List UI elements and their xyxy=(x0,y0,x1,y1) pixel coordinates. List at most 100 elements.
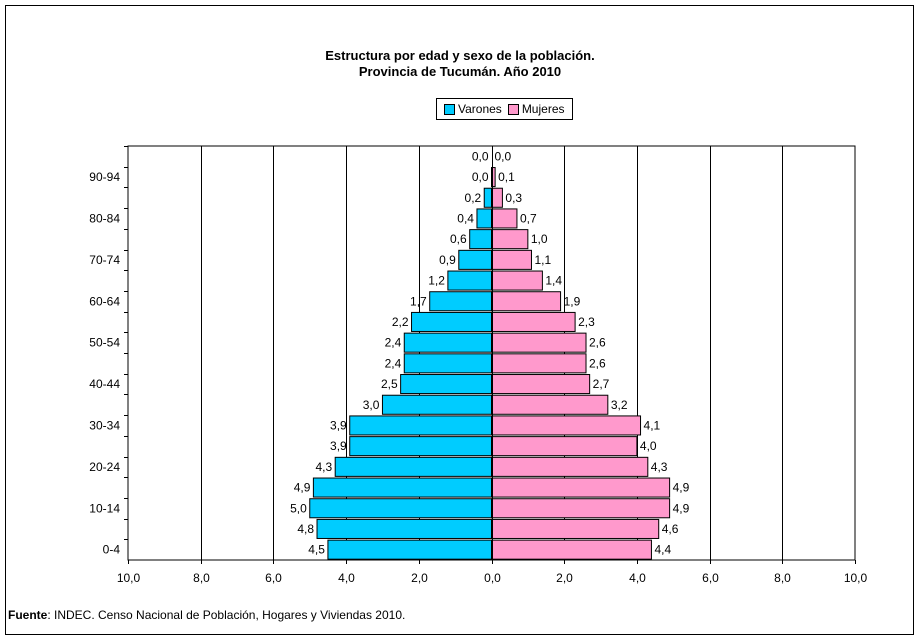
legend-item-varones: Varones xyxy=(444,102,502,116)
legend-item-mujeres: Mujeres xyxy=(507,102,565,116)
data-label-varones: 4,3 xyxy=(316,460,333,474)
data-label-mujeres: 1,1 xyxy=(534,253,551,267)
y-tick-label: 20-24 xyxy=(89,460,120,474)
x-tick-label: 6,0 xyxy=(265,571,282,585)
bar-mujeres xyxy=(491,167,496,188)
x-tick-label: 8,0 xyxy=(774,571,791,585)
data-label-mujeres: 2,6 xyxy=(589,356,606,370)
data-label-mujeres: 3,2 xyxy=(611,398,628,412)
data-label-varones: 4,8 xyxy=(297,522,314,536)
source-note: Fuente: INDEC. Censo Nacional de Poblaci… xyxy=(8,608,405,622)
bar-mujeres xyxy=(491,291,562,312)
data-label-varones: 1,2 xyxy=(428,274,445,288)
x-tick-label: 4,0 xyxy=(629,571,646,585)
data-label-varones: 4,5 xyxy=(308,543,325,557)
bar-varones xyxy=(349,415,492,436)
data-label-varones: 0,6 xyxy=(450,232,467,246)
plot-area xyxy=(127,145,856,561)
data-label-varones: 0,4 xyxy=(457,211,474,225)
y-tick-label: 60-64 xyxy=(89,294,120,308)
data-label-varones: 3,0 xyxy=(363,398,380,412)
bar-mujeres xyxy=(491,436,638,457)
data-label-varones: 2,2 xyxy=(392,315,409,329)
bar-mujeres xyxy=(491,374,591,395)
data-label-mujeres: 1,9 xyxy=(564,294,581,308)
data-label-mujeres: 4,1 xyxy=(644,418,661,432)
data-label-mujeres: 4,6 xyxy=(662,522,679,536)
bar-mujeres xyxy=(491,270,543,291)
data-label-varones: 0,2 xyxy=(465,191,482,205)
y-tick-label: 50-54 xyxy=(89,336,120,350)
bar-varones xyxy=(476,208,492,229)
y-tick-label: 90-94 xyxy=(89,170,120,184)
bar-mujeres xyxy=(491,332,587,353)
data-label-mujeres: 4,9 xyxy=(673,501,690,515)
legend-swatch-varones xyxy=(444,103,455,115)
bar-mujeres xyxy=(491,208,518,229)
legend-swatch-mujeres xyxy=(507,103,519,115)
bar-varones xyxy=(403,353,493,374)
data-label-mujeres: 0,0 xyxy=(495,149,512,163)
data-label-mujeres: 0,7 xyxy=(520,211,537,225)
source-label: Fuente xyxy=(8,608,48,622)
data-label-mujeres: 2,6 xyxy=(589,336,606,350)
bar-varones xyxy=(429,291,492,312)
bar-varones xyxy=(334,456,492,477)
bar-mujeres xyxy=(491,415,642,436)
legend: Varones Mujeres xyxy=(436,98,573,120)
bar-mujeres xyxy=(491,394,609,415)
legend-label-varones: Varones xyxy=(458,102,502,116)
y-tick-label: 10-14 xyxy=(89,501,120,515)
bar-varones xyxy=(458,249,493,270)
bar-mujeres xyxy=(491,539,652,560)
data-label-varones: 0,9 xyxy=(439,253,456,267)
x-tick-label: 2,0 xyxy=(411,571,428,585)
bar-varones xyxy=(312,477,493,498)
y-tick-label: 40-44 xyxy=(89,377,120,391)
x-tick-label: 6,0 xyxy=(702,571,719,585)
data-label-varones: 2,4 xyxy=(385,356,402,370)
bar-varones xyxy=(349,436,492,457)
title-line-2: Provincia de Tucumán. Año 2010 xyxy=(358,64,562,79)
x-tick-label: 10,0 xyxy=(117,571,141,585)
data-label-varones: 1,7 xyxy=(410,294,427,308)
bar-varones xyxy=(316,518,492,539)
x-tick-label: 8,0 xyxy=(193,571,210,585)
data-label-mujeres: 4,3 xyxy=(651,460,668,474)
data-label-mujeres: 1,4 xyxy=(545,274,562,288)
bar-varones xyxy=(327,539,492,560)
data-label-mujeres: 4,0 xyxy=(640,439,657,453)
source-text: : INDEC. Censo Nacional de Población, Ho… xyxy=(47,608,406,622)
data-label-varones: 3,9 xyxy=(330,418,347,432)
chart-title: Estructura por edad y sexo de la poblaci… xyxy=(0,48,920,80)
data-label-mujeres: 2,3 xyxy=(578,315,595,329)
data-label-mujeres: 4,4 xyxy=(654,543,671,557)
bar-mujeres xyxy=(491,249,532,270)
bar-varones xyxy=(483,187,493,208)
data-label-mujeres: 2,7 xyxy=(593,377,610,391)
data-label-varones: 4,9 xyxy=(294,481,311,495)
x-tick-label: 4,0 xyxy=(338,571,355,585)
bar-varones xyxy=(309,498,492,519)
y-tick-label: 70-74 xyxy=(89,253,120,267)
bar-mujeres xyxy=(491,353,587,374)
bar-mujeres xyxy=(491,518,660,539)
data-label-varones: 3,9 xyxy=(330,439,347,453)
bar-varones xyxy=(400,374,492,395)
y-tick-label: 30-34 xyxy=(89,418,120,432)
data-label-varones: 0,0 xyxy=(472,149,489,163)
x-tick-label: 0,0 xyxy=(484,571,501,585)
bar-mujeres xyxy=(491,477,671,498)
data-label-varones: 5,0 xyxy=(290,501,307,515)
x-tick-label: 10,0 xyxy=(844,571,868,585)
bar-mujeres xyxy=(491,229,529,250)
bar-varones xyxy=(403,332,493,353)
title-line-1: Estructura por edad y sexo de la poblaci… xyxy=(325,48,595,63)
bar-varones xyxy=(381,394,493,415)
x-tick-label: 2,0 xyxy=(556,571,573,585)
data-label-mujeres: 0,1 xyxy=(498,170,515,184)
bar-mujeres xyxy=(491,498,671,519)
y-tick-label: 80-84 xyxy=(89,211,120,225)
y-tick-label: 0-4 xyxy=(103,543,121,557)
